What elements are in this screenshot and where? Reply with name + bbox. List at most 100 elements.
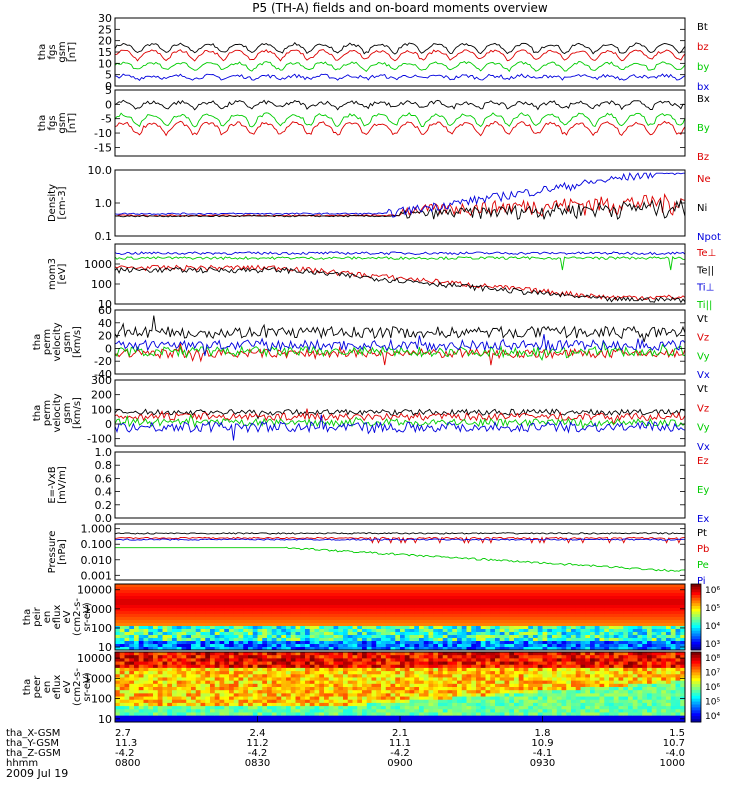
spectrogram-cell: [514, 718, 520, 723]
spectrogram-cell: [537, 611, 543, 615]
spectrogram-cell: [428, 614, 434, 618]
spectrogram-cell: [362, 655, 368, 659]
spectrogram-cell: [347, 718, 353, 723]
spectrogram-cell: [547, 596, 553, 600]
spectrogram-cell: [191, 590, 197, 594]
spectrogram-cell: [333, 680, 339, 685]
spectrogram-cell: [347, 674, 353, 678]
spectrogram-cell: [314, 652, 320, 656]
spectrogram-cell: [471, 699, 477, 704]
spectrogram-cell: [229, 693, 235, 697]
spectrogram-cell: [324, 652, 330, 656]
spectrogram-cell: [267, 664, 273, 669]
spectrogram-cell: [542, 620, 548, 624]
spectrogram-cell: [495, 652, 501, 656]
spectrogram-cell: [404, 699, 410, 704]
spectrogram-cell: [115, 617, 121, 621]
spectrogram-cell: [642, 596, 648, 600]
spectrogram-cell: [594, 599, 600, 603]
spectrogram-cell: [324, 638, 330, 642]
spectrogram-cell: [195, 693, 201, 697]
spectrogram-cell: [442, 667, 448, 672]
spectrogram-cell: [172, 629, 178, 633]
ylabel-line: eV: [62, 610, 73, 623]
spectrogram-cell: [571, 626, 577, 630]
spectrogram-cell: [319, 696, 325, 701]
spectrogram-cell: [119, 702, 125, 707]
spectrogram-cell: [485, 696, 491, 701]
spectrogram-cell: [219, 599, 225, 603]
spectrogram-cell: [276, 596, 282, 600]
spectrogram-cell: [495, 584, 501, 588]
spectrogram-cell: [528, 590, 534, 594]
spectrogram-cell: [433, 702, 439, 707]
spectrogram-cell: [252, 602, 258, 606]
spectrogram-cell: [580, 599, 586, 603]
spectrogram-cell: [414, 605, 420, 609]
spectrogram-cell: [523, 712, 529, 717]
spectrogram-cell: [447, 671, 453, 675]
spectrogram-cell: [514, 638, 520, 642]
spectrogram-cell: [675, 641, 681, 645]
spectrogram-cell: [423, 590, 429, 594]
spectrogram-cell: [124, 644, 130, 648]
colorbar-segment: [691, 608, 701, 612]
spectrogram-cell: [485, 617, 491, 621]
spectrogram-cell: [504, 709, 510, 713]
spectrogram-cell: [571, 644, 577, 648]
spectrogram-cell: [404, 587, 410, 591]
spectrogram-cell: [181, 667, 187, 672]
spectrogram-cell: [452, 584, 458, 588]
spectrogram-cell: [129, 614, 135, 618]
spectrogram-cell: [195, 680, 201, 685]
spectrogram-cell: [561, 599, 567, 603]
legend-Vx: Vx: [697, 442, 710, 453]
spectrogram-cell: [362, 644, 368, 648]
spectrogram-cell: [143, 593, 149, 597]
spectrogram-cell: [248, 638, 254, 642]
spectrogram-cell: [319, 690, 325, 694]
spectrogram-cell: [585, 647, 591, 651]
spectrogram-cell: [248, 599, 254, 603]
spectrogram-cell: [172, 677, 178, 682]
spectrogram-cell: [271, 629, 277, 633]
spectrogram-cell: [442, 629, 448, 633]
spectrogram-cell: [357, 699, 363, 704]
spectrogram-cell: [176, 690, 182, 694]
spectrogram-cell: [357, 715, 363, 720]
spectrogram-cell: [186, 629, 192, 633]
spectrogram-cell: [480, 706, 486, 710]
spectrogram-cell: [409, 596, 415, 600]
spectrogram-cell: [300, 626, 306, 630]
spectrogram-cell: [613, 596, 619, 600]
spectrogram-cell: [371, 596, 377, 600]
spectrogram-cell: [210, 674, 216, 678]
spectrogram-cell: [419, 712, 425, 717]
spectrogram-cell: [309, 652, 315, 656]
spectrogram-cell: [233, 632, 239, 636]
legend-Ex: Ex: [697, 514, 709, 525]
spectrogram-cell: [552, 658, 558, 662]
spectrogram-cell: [281, 661, 287, 666]
spectrogram-cell: [157, 693, 163, 697]
spectrogram-cell: [371, 623, 377, 627]
spectrogram-cell: [366, 674, 372, 678]
spectrogram-cell: [295, 702, 301, 707]
spectrogram-cell: [618, 596, 624, 600]
spectrogram-cell: [129, 680, 135, 685]
spectrogram-cell: [523, 664, 529, 669]
spectrogram-cell: [523, 590, 529, 594]
spectrogram-cell: [447, 626, 453, 630]
spectrogram-cell: [457, 617, 463, 621]
series-density-Ni: [115, 198, 686, 220]
spectrogram-cell: [314, 677, 320, 682]
spectrogram-cell: [238, 602, 244, 606]
spectrogram-cell: [457, 693, 463, 697]
spectrogram-cell: [267, 667, 273, 672]
spectrogram-cell: [556, 702, 562, 707]
spectrogram-cell: [167, 680, 173, 685]
spectrogram-cell: [381, 706, 387, 710]
spectrogram-cell: [575, 596, 581, 600]
spectrogram-cell: [528, 584, 534, 588]
series-temperature-Te||: [114, 266, 686, 304]
